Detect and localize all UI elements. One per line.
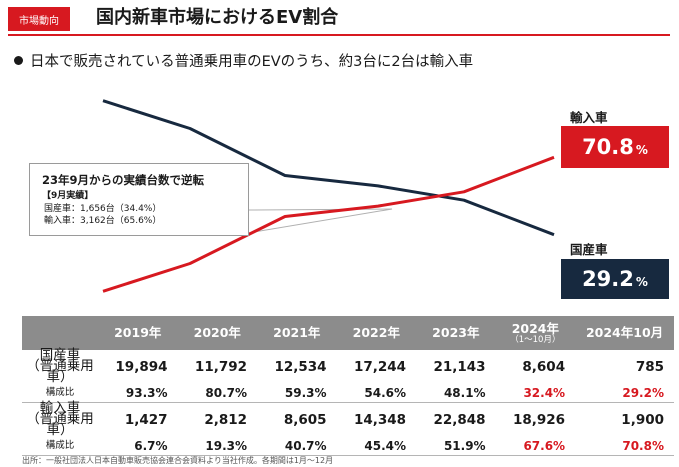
row-label: 構成比 (22, 383, 98, 403)
table-row: 構成比 93.3% 80.7% 59.3% 54.6% 48.1% 32.4% … (22, 383, 674, 403)
domestic-series-label: 国産車 (570, 242, 608, 257)
domestic-series-line (102, 99, 555, 237)
annotation-subtitle: 【9月実績】 (42, 191, 94, 201)
subtitle: 日本で販売されている普通乗用車のEVのうち、約3台に2台は輸入車 (14, 52, 473, 72)
imported-series-label: 輸入車 (570, 110, 608, 125)
table-cell: 11,792 (194, 358, 248, 375)
col-2019: 2019年 (98, 316, 178, 350)
bullet-icon (14, 56, 23, 65)
col-2022: 2022年 (336, 316, 417, 350)
table-cell: 22,848 (433, 411, 486, 428)
subtitle-text: 日本で販売されている普通乗用車のEVのうち、約3台に2台は輸入車 (30, 54, 474, 70)
table-cell: 8,604 (522, 358, 566, 375)
domestic-value: 29.2 (582, 267, 634, 291)
section-tag: 市場動向 (8, 7, 70, 31)
table-cell: 2,812 (204, 411, 248, 428)
table-cell: 8,605 (283, 411, 327, 428)
table-cell: 29.2% (575, 383, 674, 403)
row-label: 構成比 (22, 436, 98, 456)
table-row: 構成比 6.7% 19.3% 40.7% 45.4% 51.9% 67.6% 7… (22, 436, 674, 456)
table-cell: 70.8% (575, 436, 674, 456)
table-cell: 80.7% (177, 383, 258, 403)
table-cell: 1,900 (621, 411, 664, 428)
imported-series-line (102, 155, 555, 293)
annotation-headline: 23年9月からの実績台数で逆転 (42, 173, 205, 187)
table-cell: 59.3% (257, 383, 337, 403)
table-cell: 18,926 (512, 411, 566, 428)
table-corner (22, 316, 98, 350)
table-cell: 19,894 (115, 358, 168, 375)
domestic-value-box: 29.2% (561, 259, 669, 299)
domestic-unit: % (635, 275, 648, 289)
title-divider (8, 34, 670, 36)
source-note: 出所：一般社団法人日本自動車販売協会連合会資料より当社作成。各期間は1月〜12月 (22, 456, 334, 465)
annotation-connector-1 (247, 208, 393, 234)
table-cell: 21,143 (433, 358, 486, 375)
imported-value: 70.8 (582, 135, 634, 159)
col-2020: 2020年 (177, 316, 258, 350)
col-2024-oct: 2024年10月 (575, 316, 674, 350)
data-table: 2019年 2020年 2021年 2022年 2023年 2024年 （1〜10… (22, 316, 674, 456)
imported-unit: % (635, 143, 648, 157)
table-cell: 14,348 (353, 411, 407, 428)
annotation-connector-0 (247, 208, 393, 211)
table-cell: 32.4% (495, 383, 576, 403)
col-2023: 2023年 (416, 316, 496, 350)
annotation-box: 23年9月からの実績台数で逆転 【9月実績】 国産車：1,656台（34.4%）… (29, 163, 249, 236)
table-cell: 54.6% (336, 383, 417, 403)
table-cell: 1,427 (124, 411, 168, 428)
table-cell: 785 (635, 358, 664, 375)
table-cell: 93.3% (98, 383, 178, 403)
table-cell: 6.7% (98, 436, 178, 456)
table-cell: 12,534 (274, 358, 327, 375)
table-cell: 17,244 (353, 358, 407, 375)
table-cell: 51.9% (416, 436, 496, 456)
col-2024-ytd: 2024年 （1〜10月） (495, 316, 576, 350)
table-cell: 40.7% (257, 436, 337, 456)
col-2021: 2021年 (257, 316, 337, 350)
imported-value-box: 70.8% (561, 126, 669, 168)
row-label: 輸入車 （普通乗用車） (26, 400, 94, 438)
table-cell: 19.3% (177, 436, 258, 456)
page-title: 国内新車市場におけるEV割合 (96, 7, 339, 28)
table-cell: 45.4% (336, 436, 417, 456)
table-cell: 67.6% (495, 436, 576, 456)
annotation-line-domestic: 国産車：1,656台（34.4%） (44, 204, 162, 214)
table-row: 輸入車 （普通乗用車） 1,427 2,812 8,605 14,348 22,8… (22, 400, 674, 438)
annotation-line-imported: 輸入車：3,162台（65.6%） (44, 216, 162, 226)
table-header-row: 2019年 2020年 2021年 2022年 2023年 2024年 （1〜10… (22, 316, 674, 350)
table-cell: 48.1% (416, 383, 496, 403)
line-chart (102, 99, 555, 293)
row-label: 国産車 （普通乗用車） (26, 347, 94, 385)
table-row: 国産車 （普通乗用車） 19,894 11,792 12,534 17,244 2… (22, 347, 674, 385)
